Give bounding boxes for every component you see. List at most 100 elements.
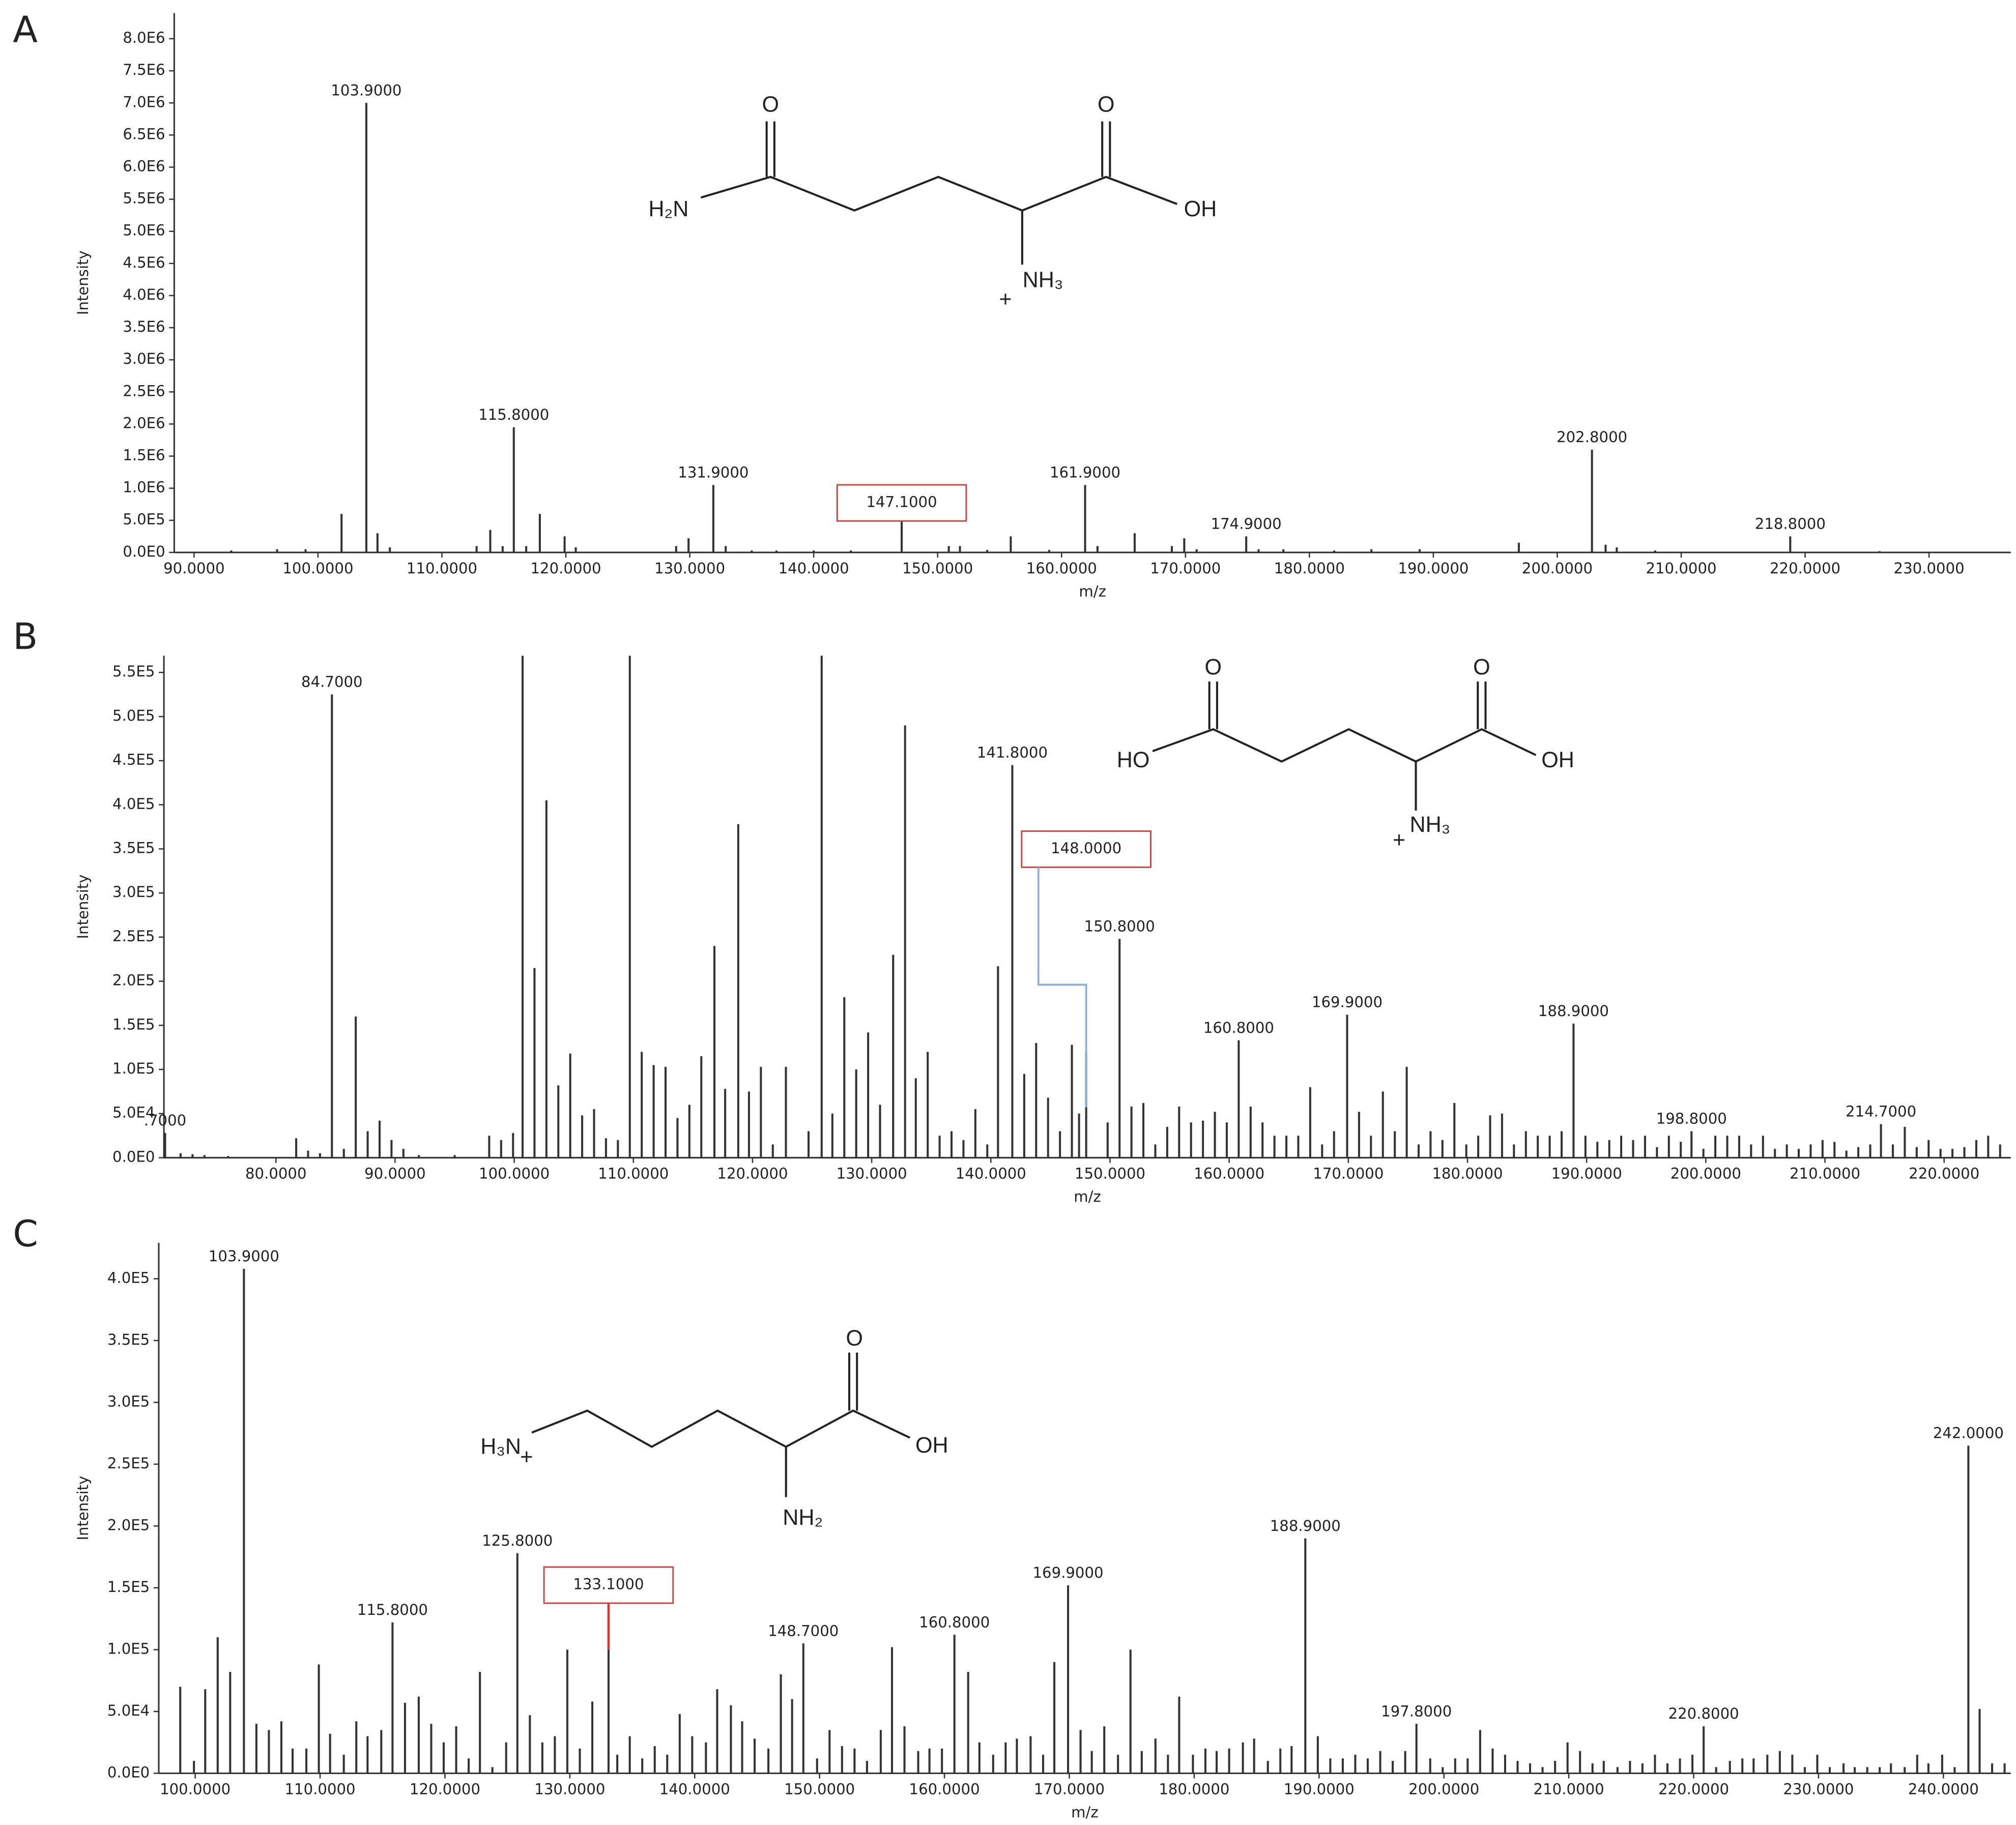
peak-label: 160.8000 [1203, 1019, 1274, 1036]
highlight-label: 133.1000 [573, 1576, 644, 1593]
y-tick-label: 1.0E5 [112, 1060, 155, 1077]
x-tick-label: 110.0000 [598, 1165, 669, 1182]
atom-label: O [762, 93, 780, 117]
x-tick-label: 170.0000 [1313, 1165, 1384, 1182]
y-axis-title: Intensity [74, 250, 92, 315]
highlight-box [1021, 830, 1151, 868]
x-tick-label: 110.0000 [407, 560, 477, 577]
x-tick-label: 120.0000 [410, 1780, 480, 1798]
y-tick-label: 6.5E6 [123, 125, 165, 142]
x-tick-label: 220.0000 [1658, 1780, 1729, 1798]
peak-label: 242.0000 [1933, 1425, 2004, 1442]
peak-label: 131.9000 [678, 464, 748, 481]
structure-a: O O H₂N OH NH₃ + [648, 93, 1217, 312]
x-tick-label: 210.0000 [1534, 1780, 1604, 1798]
x-tick-label: 200.0000 [1671, 1165, 1741, 1182]
x-tick-label: 120.0000 [717, 1165, 788, 1182]
x-tick-label: 200.0000 [1522, 560, 1593, 577]
y-tick-label: 3.5E5 [112, 839, 155, 857]
x-tick-label: 110.0000 [284, 1780, 355, 1798]
y-tick-label: 5.5E6 [123, 190, 165, 207]
x-tick-label: 180.0000 [1432, 1165, 1503, 1182]
peak-label: 115.8000 [478, 406, 549, 423]
peak-label: 160.8000 [919, 1613, 990, 1631]
peak-label: 148.7000 [768, 1622, 839, 1639]
y-tick-label: 4.5E6 [123, 254, 165, 271]
spectrum-panel: B 0.0E0 5.0E4 1.0E5 1.5E5 2.0E5 2.5E5 3.0E5 3.5E… [13, 615, 2011, 1205]
panel-label: C [13, 1213, 38, 1255]
y-tick-label: 2.5E5 [112, 928, 155, 945]
peak-label: 84.7000 [301, 673, 363, 690]
bonds [700, 121, 1178, 265]
charge-label: + [999, 287, 1012, 312]
x-axis-title: m/z [1074, 1188, 1101, 1205]
atom-label: O [1473, 655, 1490, 679]
peak-label: 150.8000 [1084, 918, 1155, 935]
y-axis-title: Intensity [74, 875, 92, 939]
y-tick-label: 2.0E5 [112, 972, 155, 989]
peaks [179, 1268, 2006, 1774]
x-tick-label: 150.0000 [784, 1780, 855, 1798]
y-tick-label: 2.0E6 [123, 414, 165, 431]
y-tick-label: 3.0E6 [123, 350, 165, 367]
x-tick-label: 130.0000 [654, 560, 725, 577]
peak-label: 198.8000 [1656, 1110, 1727, 1127]
x-tick-label: 140.0000 [779, 560, 849, 577]
atom-label: HO [1117, 748, 1150, 772]
x-tick-label: 180.0000 [1274, 560, 1345, 577]
structure-b: O O HO OH NH₃ + [1117, 655, 1574, 852]
y-tick-label: 3.0E5 [107, 1393, 150, 1410]
y-tick-label: 0.0E0 [112, 1148, 155, 1165]
x-tick-label: 150.0000 [902, 560, 973, 577]
x-tick-label: 80.0000 [245, 1165, 307, 1182]
peak-label: 218.8000 [1755, 515, 1826, 532]
y-tick-label: 1.0E5 [107, 1640, 150, 1657]
x-tick-label: 210.0000 [1646, 560, 1716, 577]
atom-label: O [1205, 655, 1222, 679]
y-tick-label: 6.0E6 [123, 157, 165, 175]
panel-label: A [13, 9, 38, 51]
x-tick-label: 160.0000 [909, 1780, 980, 1798]
x-tick-label: 90.0000 [163, 560, 225, 577]
peak-label: .7000 [144, 1112, 186, 1129]
atom-label: O [1098, 93, 1115, 117]
highlight-label: 148.0000 [1051, 839, 1121, 857]
atom-label: OH [915, 1433, 948, 1458]
structure-c: O H₃N + OH NH₂ [480, 1326, 948, 1530]
bonds [531, 1352, 911, 1497]
atom-label: NH₃ [1410, 813, 1451, 837]
x-tick-label: 100.0000 [282, 560, 353, 577]
charge-label: + [1393, 828, 1405, 852]
y-tick-label: 2.5E5 [107, 1455, 150, 1472]
highlight-box [836, 484, 967, 522]
x-tick-label: 220.0000 [1909, 1165, 1979, 1182]
x-tick-label: 150.0000 [1075, 1165, 1145, 1182]
y-tick-label: 2.0E5 [107, 1516, 150, 1533]
x-tick-label: 170.0000 [1150, 560, 1221, 577]
y-tick-label: 4.5E5 [112, 751, 155, 768]
y-tick-label: 4.0E6 [123, 286, 165, 303]
peak-label: 197.8000 [1381, 1702, 1452, 1720]
bonds [1152, 681, 1537, 811]
peak-label: 125.8000 [482, 1532, 553, 1549]
x-tick-label: 160.0000 [1194, 1165, 1264, 1182]
atom-label: OH [1184, 197, 1217, 221]
peak-label: 169.9000 [1312, 994, 1383, 1011]
y-tick-label: 3.0E5 [112, 883, 155, 901]
y-tick-label: 7.5E6 [123, 61, 165, 78]
y-tick-label: 1.5E6 [123, 446, 165, 464]
peak-label: 214.7000 [1846, 1103, 1916, 1120]
peaks [230, 103, 1881, 553]
x-tick-label: 230.0000 [1894, 560, 1965, 577]
y-tick-label: 1.0E6 [123, 479, 165, 496]
x-tick-label: 240.0000 [1908, 1780, 1979, 1798]
x-tick-label: 100.0000 [160, 1780, 231, 1798]
peaks [164, 655, 2001, 1158]
x-axis-title: m/z [1079, 583, 1106, 600]
y-tick-label: 7.0E6 [123, 93, 165, 110]
y-tick-label: 1.5E5 [107, 1578, 150, 1596]
peak-label: 202.8000 [1557, 428, 1627, 446]
x-tick-label: 190.0000 [1551, 1165, 1622, 1182]
